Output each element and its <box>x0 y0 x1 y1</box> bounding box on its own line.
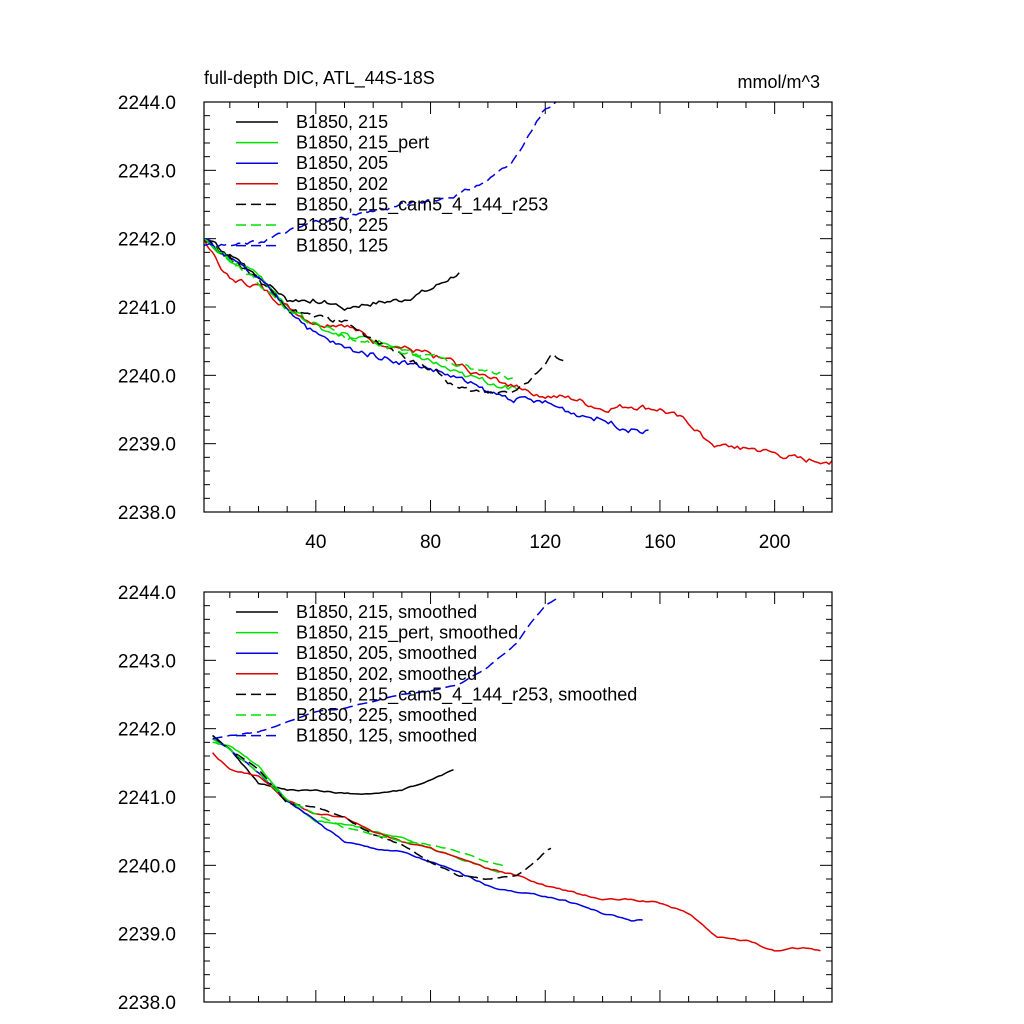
units-label: mmol/m^3 <box>738 72 820 92</box>
legend-label: B1850, 202 <box>296 174 388 194</box>
series-line-b1850-215-cam5-4-144-r253 <box>204 238 566 395</box>
series-line-b1850-215 <box>204 238 460 311</box>
y-tick-labels: 2238.0 2239.0 2240.0 2241.0 2242.0 2243.0 2244… <box>118 93 176 524</box>
y-tick-label: 2240.0 <box>118 366 176 387</box>
legend-label: B1850, 215_pert <box>296 133 429 154</box>
series-line-b1850-125-smoothed <box>212 598 558 740</box>
series-line-b1850-202 <box>204 238 832 465</box>
x-tick-label: 120 <box>529 532 561 553</box>
y-tick-label: 2244.0 <box>118 93 176 114</box>
y-tick-label: 2239.0 <box>118 435 176 456</box>
series-line-b1850-202-smoothed <box>212 752 821 952</box>
top-panel: full-depth DIC, ATL_44S-18S mmol/m^3 223… <box>118 68 833 553</box>
series-line-b1850-215-pert-smoothed <box>212 741 500 873</box>
y-tick-label: 2242.0 <box>118 230 176 251</box>
bottom-panel: 2238.0 2239.0 2240.0 2241.0 2242.0 2243.0 2244… <box>118 583 833 1014</box>
y-tick-label: 2242.0 <box>118 720 176 741</box>
legend-label: B1850, 125 <box>296 236 388 256</box>
y-tick-labels: 2238.0 2239.0 2240.0 2241.0 2242.0 2243.0 2244… <box>118 583 176 1014</box>
y-tick-label: 2244.0 <box>118 583 176 604</box>
x-tick-label: 200 <box>759 532 791 553</box>
series-line-b1850-225 <box>204 238 517 381</box>
x-tick-label: 40 <box>305 532 326 553</box>
series-line-b1850-215-pert <box>204 238 518 390</box>
legend-label: B1850, 215_cam5_4_144_r253 <box>296 194 548 215</box>
legend-label: B1850, 215 <box>296 112 388 132</box>
panel-title: full-depth DIC, ATL_44S-18S <box>204 68 435 89</box>
y-tick-label: 2239.0 <box>118 925 176 946</box>
legend-label: B1850, 202, smoothed <box>296 664 477 684</box>
plot-area <box>212 598 821 952</box>
legend-label: B1850, 125, smoothed <box>296 726 477 746</box>
legend-label: B1850, 215_pert, smoothed <box>296 623 518 644</box>
legend-label: B1850, 205 <box>296 153 388 173</box>
x-tick-label: 160 <box>644 532 676 553</box>
series-line-b1850-125 <box>204 102 560 248</box>
series-line-b1850-215-cam5-4-144-r253-smoothed <box>212 734 552 880</box>
x-tick-labels: 40 80 120 160 200 <box>305 532 790 553</box>
plot-area <box>204 102 832 465</box>
series-line-b1850-215-smoothed <box>212 734 454 795</box>
y-tick-label: 2243.0 <box>118 161 176 182</box>
y-tick-label: 2243.0 <box>118 651 176 672</box>
legend-label: B1850, 225, smoothed <box>296 705 477 725</box>
series-line-b1850-205 <box>204 237 649 435</box>
y-tick-label: 2241.0 <box>118 788 176 809</box>
y-tick-label: 2238.0 <box>118 503 176 524</box>
legend-label: B1850, 215_cam5_4_144_r253, smoothed <box>296 684 637 705</box>
legend-label: B1850, 225 <box>296 215 388 235</box>
series-line-b1850-225-smoothed <box>212 738 506 867</box>
legend-label: B1850, 205, smoothed <box>296 643 477 663</box>
legend-label: B1850, 215, smoothed <box>296 602 477 622</box>
y-tick-label: 2238.0 <box>118 993 176 1014</box>
plot-frame <box>203 591 833 1003</box>
y-tick-label: 2241.0 <box>118 298 176 319</box>
y-tick-label: 2240.0 <box>118 856 176 877</box>
plot-frame <box>203 101 833 513</box>
x-tick-label: 80 <box>420 532 441 553</box>
